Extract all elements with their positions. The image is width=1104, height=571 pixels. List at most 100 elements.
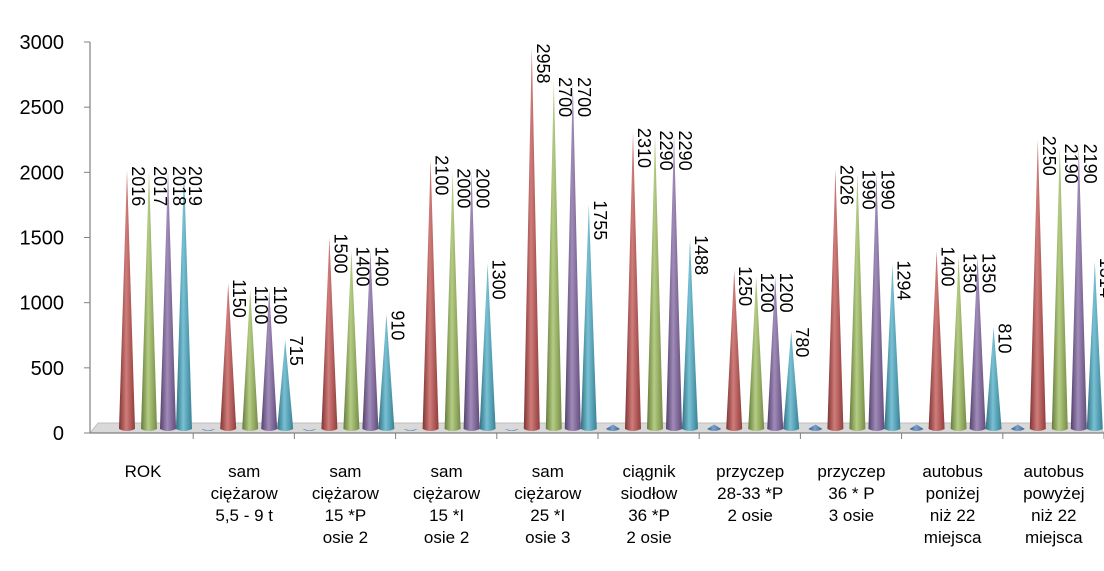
bar — [302, 429, 317, 431]
x-tick-label: autobus poniżej niż 22 miejsca — [922, 462, 983, 547]
data-label: 1990 — [858, 170, 878, 210]
bar — [343, 250, 360, 431]
data-label: 715 — [286, 336, 306, 366]
bar — [767, 276, 784, 431]
data-label: 1294 — [893, 260, 913, 300]
bar — [827, 168, 844, 431]
bar — [884, 264, 901, 431]
y-tick-label: 3000 — [20, 32, 65, 54]
data-label: 2190 — [1061, 144, 1081, 184]
data-label: 1314 — [1096, 258, 1104, 298]
bar — [849, 173, 866, 432]
data-label: 1488 — [691, 235, 711, 275]
bar — [909, 424, 924, 431]
bar — [378, 314, 395, 431]
y-tick-label: 0 — [53, 423, 64, 445]
x-tick-label: przyczep 28-33 *P 2 osie — [716, 462, 784, 525]
bar — [666, 134, 682, 431]
x-tick-label: autobus powyżej niż 22 miejsca — [1023, 462, 1084, 547]
bar — [682, 239, 698, 431]
bar — [176, 169, 192, 431]
x-tick-label: ROK — [125, 462, 163, 481]
data-label: 2290 — [656, 131, 676, 171]
data-label: 1400 — [352, 247, 372, 287]
data-label: 1200 — [757, 273, 777, 313]
bar — [1070, 147, 1087, 431]
data-label: 1350 — [960, 253, 980, 293]
y-tick-label: 1500 — [20, 228, 65, 250]
y-tick-label: 2000 — [20, 162, 65, 184]
bar — [928, 250, 945, 431]
bar — [242, 289, 259, 431]
bar — [119, 170, 135, 432]
bar — [783, 331, 800, 431]
y-tick-label: 1000 — [20, 293, 65, 315]
data-label: 1990 — [877, 170, 897, 210]
bar — [707, 424, 722, 431]
data-label: 1350 — [979, 253, 999, 293]
x-tick-label: sam ciężarow 15 *I osie 2 — [413, 462, 481, 547]
data-label: 2017 — [150, 166, 170, 206]
bar — [580, 204, 597, 431]
data-label: 2016 — [128, 166, 148, 206]
bar — [523, 47, 540, 431]
data-label: 2310 — [634, 128, 654, 168]
bar — [969, 257, 986, 431]
data-label: 910 — [387, 310, 407, 340]
bar — [647, 134, 663, 431]
data-label: 2000 — [454, 168, 474, 208]
data-label: 1200 — [776, 273, 796, 313]
data-label: 780 — [792, 327, 812, 357]
data-label: 1250 — [735, 266, 755, 306]
bar — [141, 170, 157, 431]
bar — [985, 327, 1002, 431]
data-label: 1150 — [229, 279, 249, 318]
bar — [564, 81, 581, 431]
bar — [1010, 424, 1025, 431]
x-tick-label: ciągnik siodłow 36 *P 2 osie — [621, 462, 678, 547]
bar — [748, 276, 765, 431]
data-label: 2190 — [1080, 144, 1100, 184]
data-label: 2026 — [836, 165, 856, 205]
bar — [261, 289, 278, 431]
data-label: 2700 — [555, 77, 575, 117]
bar — [422, 159, 439, 432]
bar — [868, 173, 885, 432]
chart-bars — [119, 47, 1103, 432]
bar — [444, 172, 461, 432]
data-label: 1500 — [330, 234, 350, 274]
bar — [403, 429, 418, 431]
bar — [362, 250, 379, 431]
chart-data-labels: 2016 1150 1500 2100 2958 2310 1250 2026 1400 2250… — [128, 43, 1104, 365]
data-label: 1755 — [590, 200, 610, 240]
bar — [1086, 261, 1103, 431]
x-tick-label: sam ciężarow 15 *P osie 2 — [312, 462, 380, 547]
bar — [160, 169, 176, 431]
data-label: 2000 — [473, 168, 493, 208]
bar — [545, 81, 562, 431]
bar — [277, 339, 294, 431]
bar — [1051, 147, 1068, 431]
data-label: 1400 — [938, 247, 958, 287]
bar — [220, 283, 237, 431]
bar — [808, 424, 823, 431]
x-tick-label: sam ciężarow 5,5 - 9 t — [211, 462, 279, 525]
data-label: 2019 — [185, 166, 205, 206]
bar — [321, 237, 338, 431]
y-tick-label: 2500 — [20, 97, 65, 119]
data-label: 2100 — [432, 155, 452, 195]
data-label: 2018 — [169, 166, 189, 206]
bar — [606, 424, 620, 431]
bar — [504, 429, 519, 431]
bar — [201, 429, 216, 431]
data-label: 1100 — [251, 286, 271, 325]
data-label: 2700 — [574, 77, 594, 117]
chart-y-ticks: 0 500 1000 1500 2000 2500 3000 — [20, 32, 65, 445]
x-tick-label: sam ciężarow 25 *I osie 3 — [514, 462, 582, 547]
data-label: 1300 — [489, 260, 509, 300]
y-tick-label: 500 — [31, 358, 64, 380]
data-label: 1400 — [371, 247, 391, 287]
data-label: 2250 — [1039, 136, 1059, 176]
